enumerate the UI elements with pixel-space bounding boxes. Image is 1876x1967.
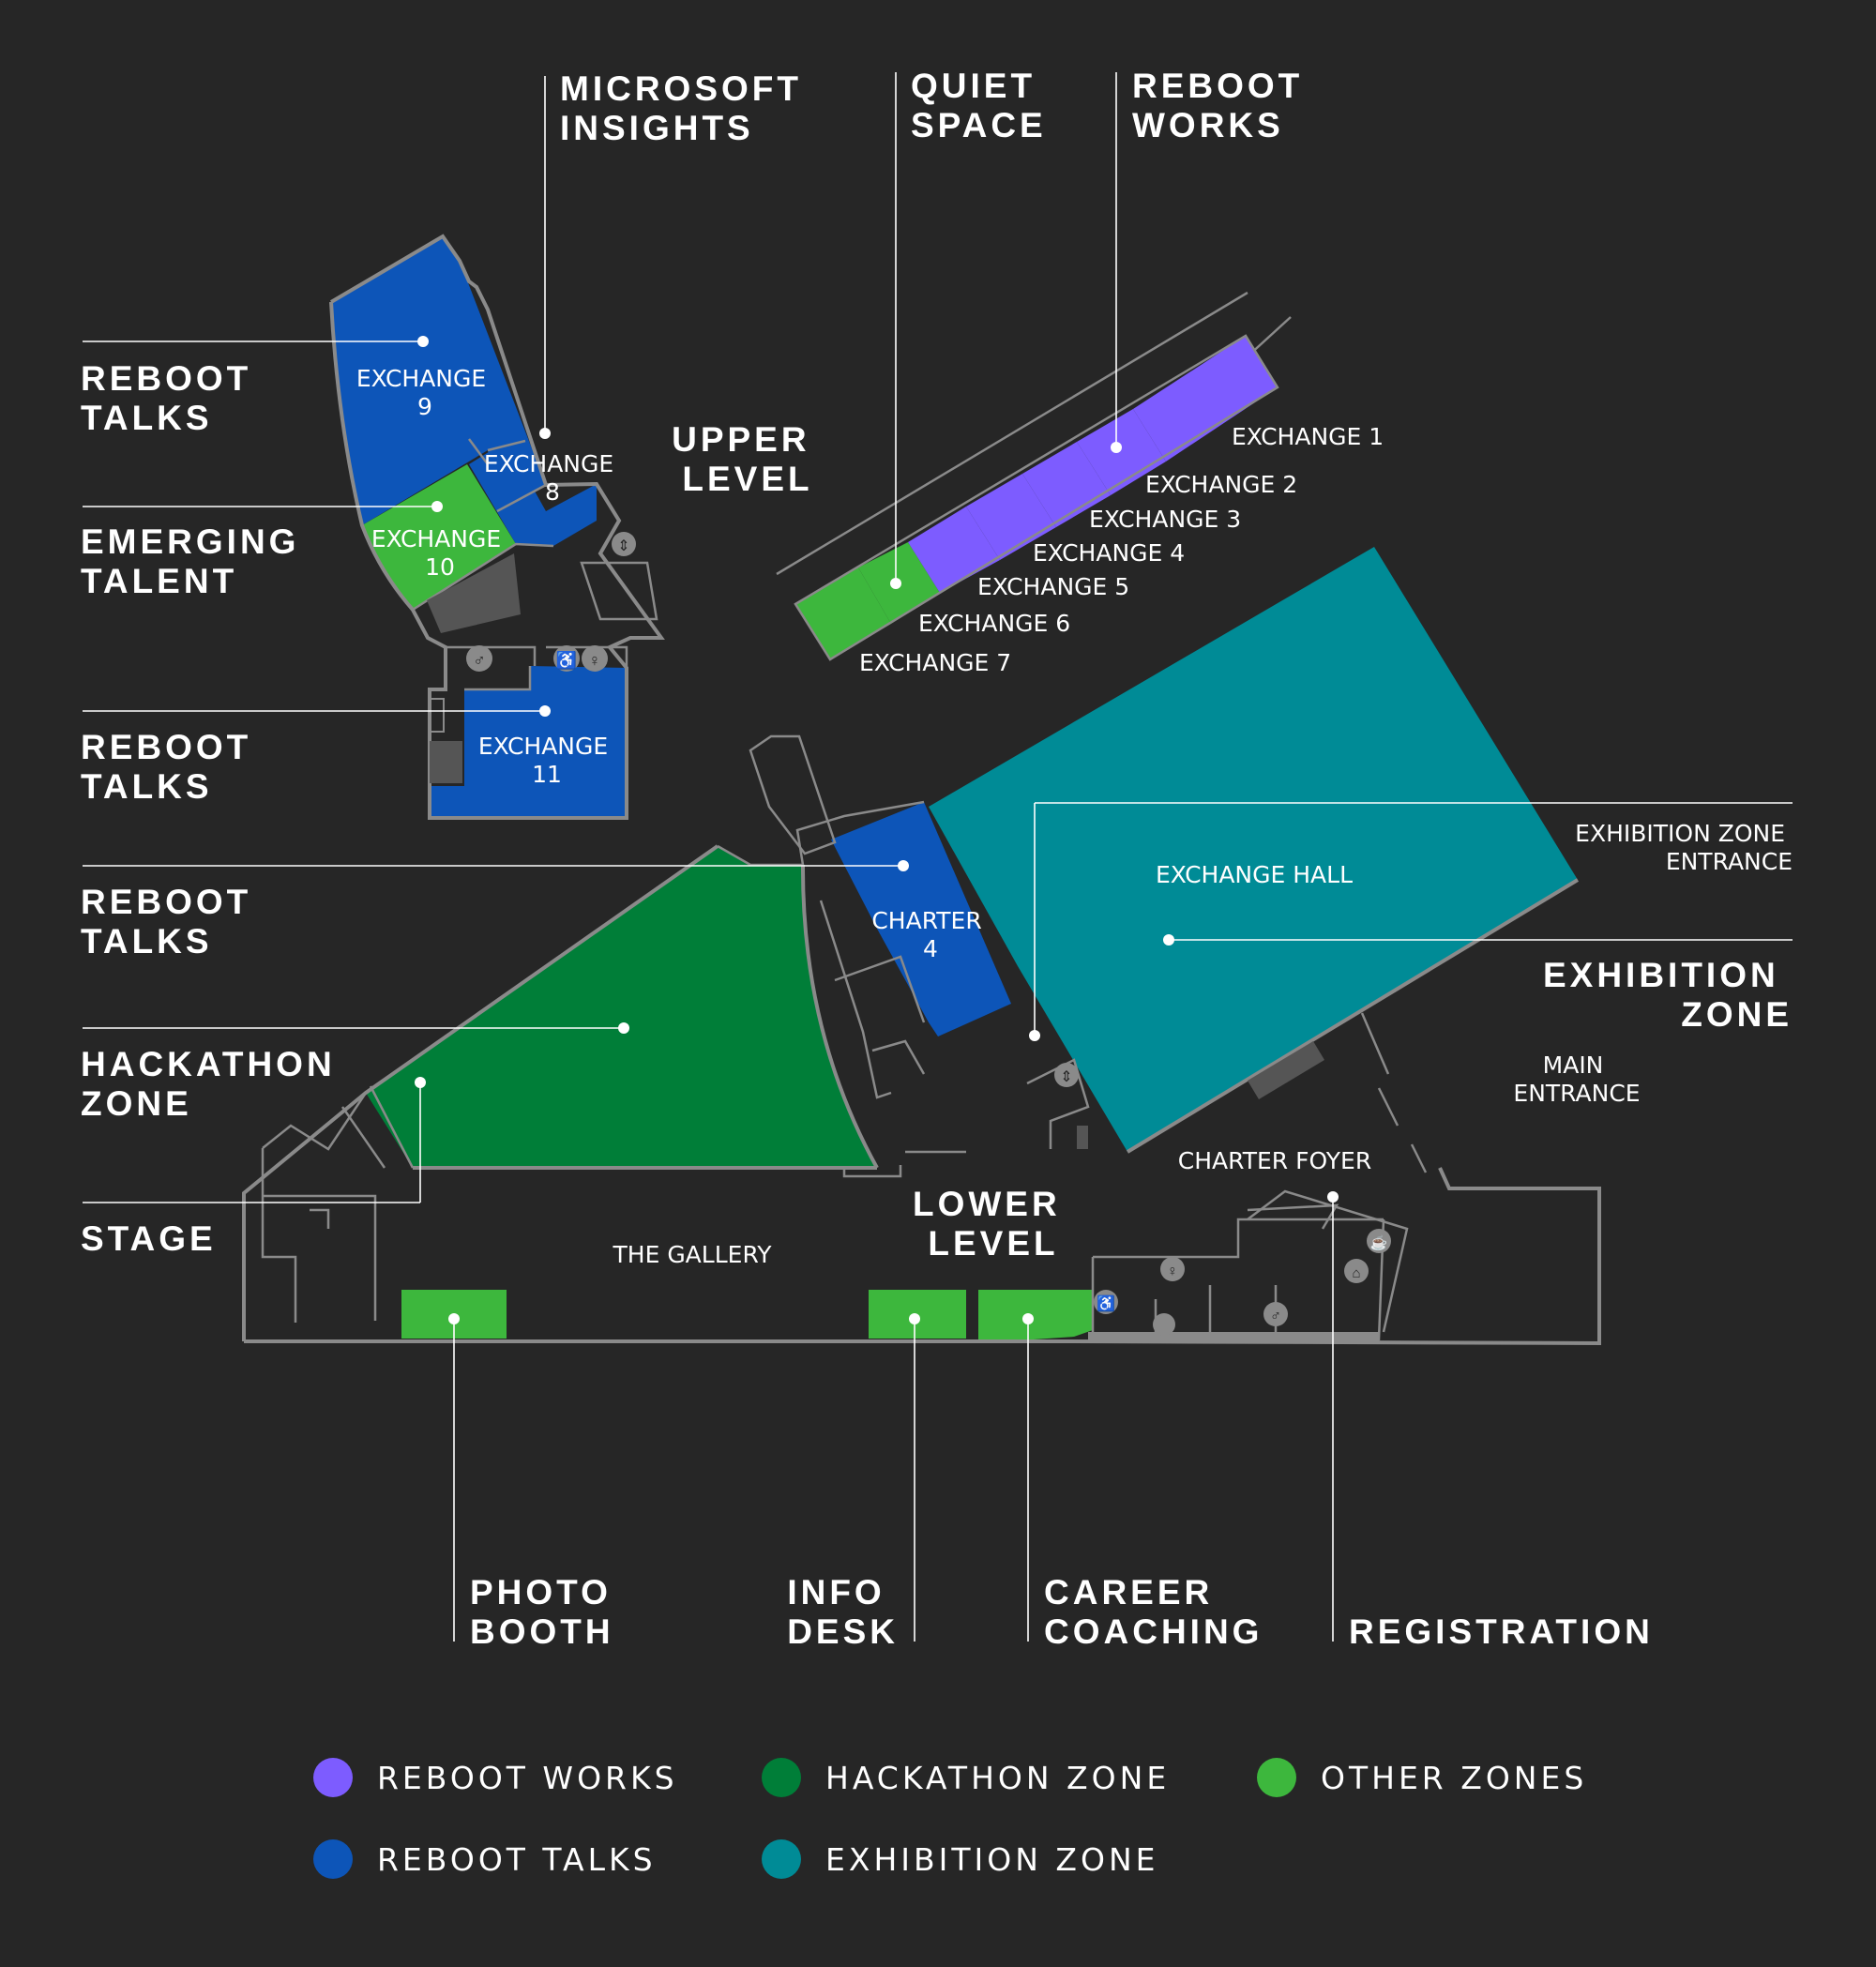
toilet-icon: ♀ [582,645,608,672]
zone-charter-4[interactable] [831,802,1011,1036]
legend-swatch [313,1758,353,1797]
legend-label: OTHER ZONES [1321,1760,1587,1796]
zone-exchange-8[interactable] [469,441,597,546]
legend-label: REBOOT TALKS [377,1841,657,1878]
svg-text:⇕: ⇕ [617,538,629,554]
level-labels: UPPER LEVEL LOWER LEVEL [672,420,1074,1263]
callout-microsoft-insights: MICROSOFT INSIGHTS [560,69,815,147]
legend-item-reboot-talks: REBOOT TALKS [313,1839,657,1879]
zone-exchange-4[interactable] [966,474,1056,560]
callout-stage: STAGE [81,1219,217,1258]
legend-label: HACKATHON ZONE [825,1760,1170,1796]
room-label-exchange-1: EXCHANGE 1 [1232,423,1384,450]
callout-reboot-talks-charter-4: REBOOT TALKS [81,883,265,961]
room-label-exchange-8: EXCHANGE 8 [484,450,621,506]
cafe-icon: ☕ [1367,1229,1391,1253]
room-label-exchange-10: EXCHANGE 10 [371,525,508,581]
zone-exchange-hall[interactable] [929,547,1578,1152]
stairs-icon [430,741,462,783]
lower-level-label: LOWER LEVEL [913,1185,1074,1263]
svg-text:♂: ♂ [1270,1309,1281,1324]
callout-exhibition-zone: EXHIBITION ZONE [1543,956,1793,1034]
callout-photo-booth: PHOTO BOOTH [470,1573,625,1651]
accessible-toilet-icon: ♿ [1094,1290,1118,1314]
callout-registration: REGISTRATION [1349,1612,1654,1651]
legend-label: REBOOT WORKS [377,1760,678,1796]
room-label-exchange-7: EXCHANGE 7 [859,649,1011,676]
legend-swatch [762,1839,801,1879]
room-label-exchange-6: EXCHANGE 6 [918,610,1070,637]
svg-text:♂: ♂ [473,651,486,670]
svg-text:♀: ♀ [1167,1263,1178,1279]
callout-reboot-talks-exchange-9: REBOOT TALKS [81,359,265,437]
room-label-exchange-4: EXCHANGE 4 [1033,539,1185,567]
cloakroom-icon: ⌂ [1344,1259,1369,1283]
room-labels: EXCHANGE 9 EXCHANGE 8 EXCHANGE 10 EXCHAN… [356,365,1793,1268]
stairs-icon [427,553,521,633]
upper-level-west-wing: ♂ ♿ ♀ ⇕ [329,234,665,820]
room-label-charter-4: CHARTER 4 [871,907,989,962]
stairs-icon [1153,1313,1175,1336]
room-label-exhibition-entrance: EXHIBITION ZONE ENTRANCE [1575,820,1793,875]
upper-level-label: UPPER LEVEL [672,420,824,498]
legend-item-reboot-works: REBOOT WORKS [313,1758,678,1797]
accessible-toilet-icon: ♿ [553,645,580,672]
svg-text:♿: ♿ [1097,1294,1115,1312]
svg-text:☕: ☕ [1370,1233,1388,1251]
room-label-the-gallery: THE GALLERY [613,1241,773,1268]
room-label-exchange-3: EXCHANGE 3 [1089,506,1241,533]
zone-exchange-3[interactable] [1022,442,1111,527]
stairs-icon [1077,1126,1088,1149]
toilet-icon: ♀ [1160,1257,1185,1281]
zone-career-coaching[interactable] [978,1290,1093,1343]
toilet-icon: ♂ [466,645,492,672]
lift-icon: ⇕ [612,532,636,556]
svg-text:♿: ♿ [556,650,577,670]
callout-emerging-talent: EMERGING TALENT [81,522,313,600]
callout-hackathon-zone: HACKATHON ZONE [81,1045,349,1123]
svg-text:♀: ♀ [588,651,601,670]
zone-exchange-10[interactable] [362,464,516,610]
zone-hackathon[interactable] [366,846,877,1168]
svg-text:⌂: ⌂ [1352,1266,1360,1281]
leader-lines [83,72,1793,1642]
zone-exchange-1[interactable] [1133,336,1278,461]
callout-career-coaching: CAREER COACHING [1044,1573,1263,1651]
legend-label: EXHIBITION ZONE [825,1841,1159,1878]
legend-item-other-zones: OTHER ZONES [1257,1758,1587,1797]
lift-icon: ⇕ [1054,1063,1079,1087]
room-label-exchange-9: EXCHANGE 9 [356,365,493,420]
callout-reboot-works: REBOOT WORKS [1132,67,1317,144]
legend-swatch [1257,1758,1296,1797]
zone-exchange-2[interactable] [1077,409,1166,495]
callout-labels: MICROSOFT INSIGHTS QUIET SPACE REBOOT WO… [81,67,1793,1651]
legend-swatch [762,1758,801,1797]
room-label-exchange-hall: EXCHANGE HALL [1156,861,1353,888]
lower-level: ⇕ ♀ ♂ ♿ ⌂ ☕ [242,547,1601,1346]
room-label-exchange-5: EXCHANGE 5 [977,573,1129,600]
room-label-charter-foyer: CHARTER FOYER [1178,1147,1371,1174]
room-label-main-entrance: MAIN ENTRANCE [1513,1052,1640,1107]
callout-info-desk: INFO DESK [787,1573,899,1651]
legend-swatch [313,1839,353,1879]
zone-exchange-11[interactable] [430,666,627,818]
toilet-icon: ♂ [1263,1302,1288,1326]
svg-text:⇕: ⇕ [1060,1069,1072,1085]
legend-item-hackathon-zone: HACKATHON ZONE [762,1758,1170,1797]
legend-item-exhibition-zone: EXHIBITION ZONE [762,1839,1159,1879]
callout-reboot-talks-exchange-11: REBOOT TALKS [81,728,265,806]
room-label-exchange-2: EXCHANGE 2 [1145,471,1297,498]
stairs-icon [1248,1041,1324,1099]
legend: REBOOT WORKS HACKATHON ZONE OTHER ZONES … [313,1758,1587,1879]
callout-quiet-space: QUIET SPACE [911,67,1049,144]
room-label-exchange-11: EXCHANGE 11 [478,733,615,788]
